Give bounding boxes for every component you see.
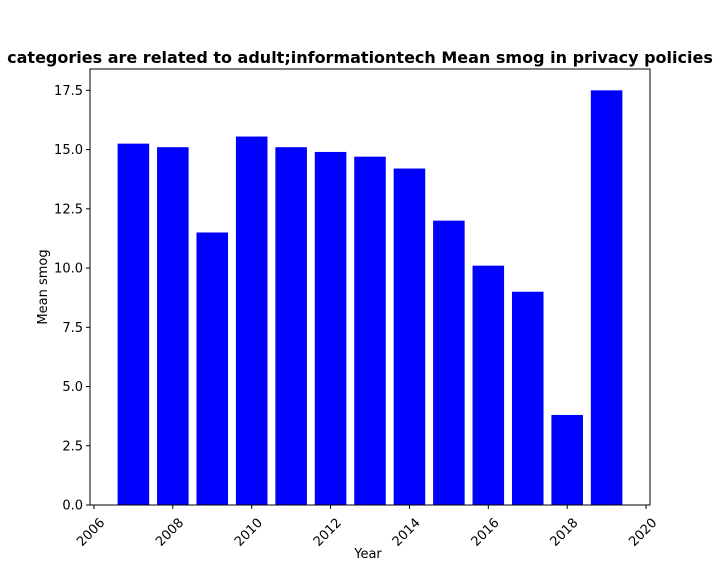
x-tick-label: 2010 bbox=[232, 516, 266, 550]
bar-2008 bbox=[157, 147, 189, 505]
y-tick-label: 10.0 bbox=[54, 262, 83, 277]
bar-2017 bbox=[511, 291, 544, 505]
x-tick-label: 2006 bbox=[74, 516, 108, 550]
bar-2018 bbox=[551, 414, 583, 505]
y-axis-label: Mean smog bbox=[36, 249, 51, 324]
plot-frame bbox=[89, 68, 651, 506]
y-axis: 0.0 2.5 5.0 7.5 10.0 12.5 15.0 17.5 bbox=[54, 84, 90, 514]
y-tick-label: 5.0 bbox=[62, 380, 83, 395]
y-tick-label: 15.0 bbox=[54, 143, 83, 158]
y-tick-label: 12.5 bbox=[54, 202, 83, 217]
x-axis: 2006 2008 2010 2012 2014 2016 2018 2020 bbox=[74, 505, 660, 550]
bar-2012 bbox=[314, 151, 347, 505]
bar-2010 bbox=[235, 136, 268, 506]
y-tick-label: 0.0 bbox=[62, 499, 83, 514]
y-tick-label: 17.5 bbox=[54, 84, 83, 99]
x-tick-label: 2014 bbox=[390, 516, 424, 550]
bar-2014 bbox=[393, 168, 426, 506]
bar-2019 bbox=[590, 90, 623, 506]
x-tick-label: 2018 bbox=[547, 516, 581, 550]
bar-2009 bbox=[196, 232, 229, 505]
x-tick-label: 2012 bbox=[311, 516, 345, 550]
y-tick-label: 2.5 bbox=[62, 439, 83, 454]
bars-group bbox=[117, 90, 623, 506]
bar-2015 bbox=[433, 220, 465, 506]
x-tick-label: 2020 bbox=[626, 516, 660, 550]
x-tick-label: 2008 bbox=[153, 516, 187, 550]
x-tick-label: 2016 bbox=[469, 516, 503, 550]
y-tick-label: 7.5 bbox=[62, 321, 83, 336]
chart-title: categories are related to adult;informat… bbox=[7, 48, 713, 67]
bar-2011 bbox=[275, 147, 307, 505]
x-axis-label: Year bbox=[353, 547, 382, 562]
bar-2007 bbox=[117, 143, 150, 506]
bar-2016 bbox=[472, 265, 505, 505]
bar-2013 bbox=[354, 156, 386, 505]
